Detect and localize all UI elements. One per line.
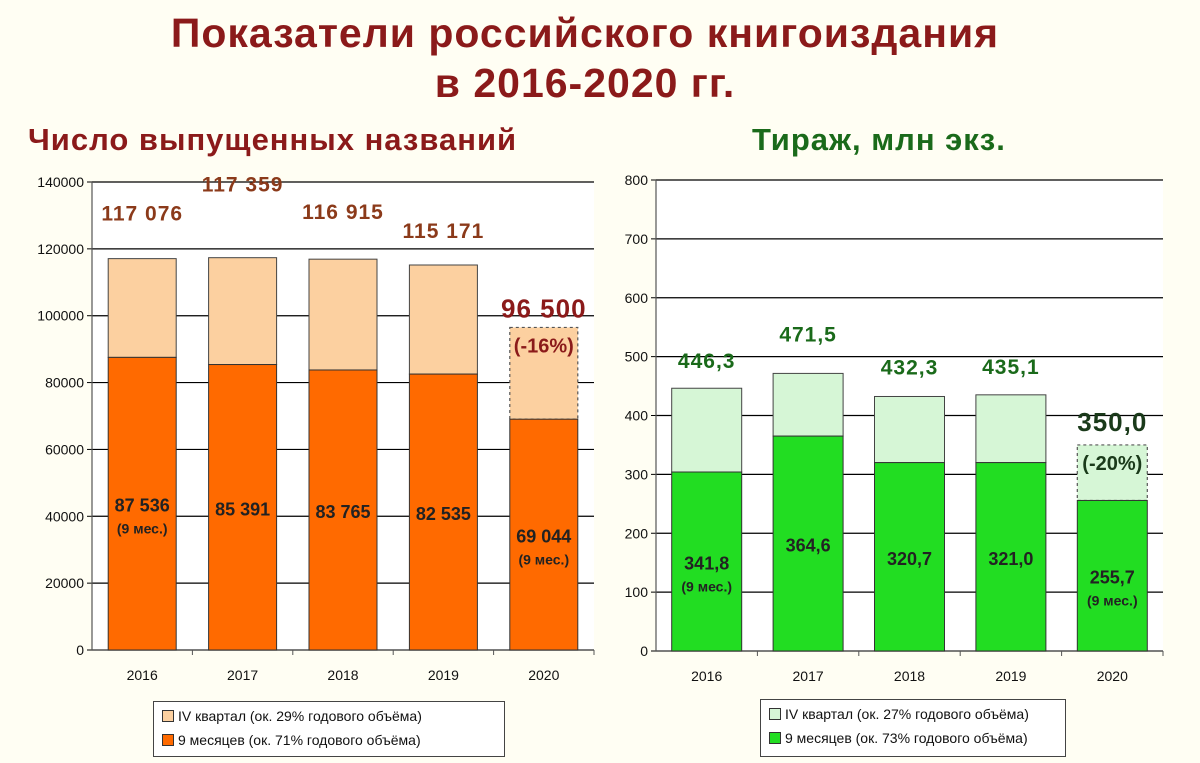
y-tick-label: 400 (625, 408, 649, 424)
bar-lower-segment (1076, 499, 1148, 652)
x-tick-label: 2020 (1097, 668, 1128, 684)
y-tick-label: 20000 (45, 575, 84, 591)
total-label: 117 076 (101, 203, 183, 226)
lower-value-label: 87 536 (115, 496, 170, 516)
x-tick-label: 2016 (691, 668, 722, 684)
y-tick-label: 300 (625, 466, 649, 482)
bar-lower-segment (408, 373, 478, 651)
y-tick-label: 60000 (45, 441, 84, 457)
bar-lower-segment (208, 364, 278, 651)
x-tick-label: 2019 (995, 668, 1026, 684)
bar-upper-segment (975, 394, 1047, 464)
lower-value-label: 341,8 (684, 554, 729, 574)
y-tick-label: 120000 (37, 241, 84, 257)
lower-value-label: 255,7 (1090, 568, 1135, 588)
lower-sub-label: (9 мес.) (117, 521, 168, 537)
bar-lower-segment (308, 369, 378, 651)
total-label: 435,1 (982, 356, 1040, 379)
lower-sub-label: (9 мес.) (518, 552, 569, 568)
legend-item-lower: 9 месяцев (ок. 71% годового объёма) (162, 728, 496, 752)
titles-chart-legend: IV квартал (ок. 29% годового объёма) 9 м… (153, 701, 505, 757)
x-tick-label: 2018 (327, 667, 358, 683)
title-line-1: Показатели российского книгоиздания (170, 10, 1000, 56)
y-tick-label: 80000 (45, 375, 84, 391)
total-label: 96 500 (501, 293, 587, 323)
y-tick-label: 100 (625, 584, 649, 600)
legend-label-lower: 9 месяцев (ок. 71% годового объёма) (178, 732, 421, 748)
bar-upper-segment (874, 395, 945, 464)
legend-label-upper: IV квартал (ок. 29% годового объёма) (178, 708, 422, 724)
legend-label-lower: 9 месяцев (ок. 73% годового объёма) (785, 730, 1028, 746)
bar-lower-segment (772, 435, 844, 652)
lower-sub-label: (9 мес.) (681, 579, 732, 595)
y-tick-label: 140000 (37, 174, 84, 190)
lower-sub-label: (9 мес.) (1087, 593, 1138, 609)
legend-swatch-lower (769, 732, 781, 744)
total-label: 432,3 (881, 356, 939, 379)
y-tick-label: 200 (625, 525, 649, 541)
y-tick-label: 100000 (37, 308, 84, 324)
lower-value-label: 321,0 (988, 549, 1033, 569)
total-label: 116 915 (302, 201, 384, 224)
x-tick-label: 2017 (227, 667, 258, 683)
legend-item-upper: IV квартал (ок. 29% годового объёма) (162, 704, 496, 728)
y-tick-label: 40000 (45, 508, 84, 524)
x-tick-label: 2019 (428, 667, 459, 683)
bar-upper-segment (671, 387, 743, 473)
print-run-chart-legend: IV квартал (ок. 27% годового объёма) 9 м… (760, 699, 1066, 757)
y-tick-label: 0 (76, 642, 84, 658)
total-label: 117 359 (202, 174, 284, 197)
legend-item-upper: IV квартал (ок. 27% годового объёма) (769, 702, 1057, 726)
bar-lower-segment (975, 462, 1047, 652)
lower-value-label: 85 391 (215, 499, 270, 519)
bar-lower-segment (509, 418, 579, 651)
lower-value-label: 69 044 (516, 527, 571, 547)
bar-lower-segment (107, 356, 177, 651)
total-label: 350,0 (1077, 407, 1147, 437)
y-tick-label: 600 (625, 290, 649, 306)
y-tick-label: 700 (625, 231, 649, 247)
x-tick-label: 2018 (894, 668, 925, 684)
y-tick-label: 800 (625, 172, 649, 188)
bar-upper-segment (107, 258, 177, 358)
legend-label-upper: IV квартал (ок. 27% годового объёма) (785, 706, 1029, 722)
bar-upper-segment (509, 326, 579, 420)
lower-value-label: 320,7 (887, 549, 932, 569)
lower-value-label: 82 535 (416, 504, 471, 524)
title-line-2: в 2016-2020 гг. (434, 60, 736, 106)
x-tick-label: 2016 (127, 667, 158, 683)
lower-value-label: 83 765 (315, 502, 370, 522)
total-label: 446,3 (678, 350, 736, 373)
change-label: (-20%) (1082, 453, 1142, 475)
bar-lower-segment (874, 462, 945, 652)
legend-swatch-lower (162, 734, 174, 746)
main-title: Показатели российского книгоиздания в 20… (60, 8, 1110, 108)
legend-swatch-upper (162, 710, 174, 722)
bar-upper-segment (1076, 444, 1148, 502)
x-tick-label: 2020 (528, 667, 559, 683)
bar-upper-segment (408, 264, 478, 375)
bar-lower-segment (671, 471, 743, 652)
total-label: 471,5 (779, 323, 837, 346)
total-label: 115 171 (403, 220, 485, 243)
bar-upper-segment (772, 372, 844, 437)
y-tick-label: 500 (625, 349, 649, 365)
print-run-chart-title: Тираж, млн экз. (752, 122, 1006, 157)
x-tick-label: 2017 (793, 668, 824, 684)
lower-value-label: 364,6 (786, 536, 831, 556)
titles-chart-title: Число выпущенных названий (28, 122, 518, 157)
legend-swatch-upper (769, 708, 781, 720)
y-tick-label: 0 (640, 643, 648, 659)
bar-upper-segment (308, 258, 378, 371)
legend-item-lower: 9 месяцев (ок. 73% годового объёма) (769, 726, 1057, 750)
change-label: (-16%) (514, 335, 574, 357)
